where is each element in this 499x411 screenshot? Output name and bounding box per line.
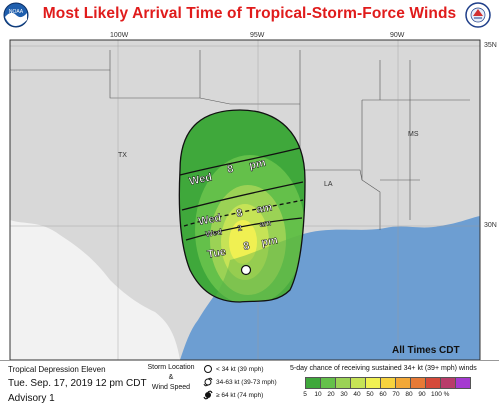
state-label-la: LA <box>324 181 333 188</box>
probability-scale-label: 70 <box>392 391 400 398</box>
legend-item-label: ≥ 64 kt (74 mph) <box>216 391 264 399</box>
cone-outline <box>178 109 306 303</box>
arrival-label-wed-8am-day: Wed <box>197 212 222 228</box>
legend-heading-line2: & <box>168 374 174 381</box>
probability-scale-label: 5 <box>303 391 307 398</box>
arrival-label-wed-8am-ampm: am <box>255 201 273 216</box>
legend-item: 34-63 kt (39-73 mph) <box>203 377 293 387</box>
probability-scale <box>305 377 471 389</box>
svg-text:NOAA: NOAA <box>9 9 24 15</box>
state-label-ms: MS <box>408 131 419 138</box>
longitude-label-90w: 90W <box>390 32 405 39</box>
probability-scale-label: 10 <box>314 391 322 398</box>
arrival-label-wed-8pm-ampm: pm <box>248 157 267 172</box>
arrival-label-wed-8pm-day: Wed <box>188 171 213 188</box>
probability-swatch <box>350 377 366 389</box>
probability-cone <box>179 110 305 302</box>
arrival-label-tue-8pm-ampm: pm <box>260 234 279 249</box>
tropical-storm-icon <box>203 377 213 387</box>
arrival-line-wed-8am <box>181 181 304 211</box>
probability-scale-label: 20 <box>327 391 335 398</box>
probability-scale-label: 100 % <box>431 391 450 398</box>
probability-swatch <box>335 377 351 389</box>
probability-swatch <box>425 377 441 389</box>
legend-heading: Storm Location & Wind Speed <box>140 363 202 393</box>
legend-heading-line3: Wind Speed <box>151 384 191 391</box>
forecast-map: TX LA MS Wed 8 pm Wed 8 am Wed 2 am Tue … <box>9 39 481 360</box>
probability-swatch <box>440 377 456 389</box>
arrival-label-tue-8pm-hour: 8 <box>242 240 250 253</box>
arrival-label-wed-2am-ampm: am <box>259 218 272 229</box>
legend-items: < 34 kt (39 mph) 34-63 kt (39-73 mph) ≥ … <box>203 364 293 403</box>
noaa-logo-icon: NOAA <box>3 2 29 28</box>
storm-name: Tropical Depression Eleven <box>8 365 106 374</box>
latitude-label-30n: 30N <box>484 222 497 229</box>
arrival-label-wed-2am-hour: 2 <box>237 223 243 233</box>
open-circle-icon <box>204 365 212 373</box>
probability-swatch <box>395 377 411 389</box>
probability-swatch <box>365 377 381 389</box>
probability-scale-label: 90 <box>418 391 426 398</box>
storm-location-icon <box>240 264 252 276</box>
arrival-label-wed-8pm-hour: 8 <box>226 163 234 176</box>
arrival-line-wed-2am <box>183 199 304 227</box>
longitude-label-95w: 95W <box>250 32 265 39</box>
latitude-label-35n: 35N <box>484 42 497 49</box>
arrival-label-wed-2am-day: Wed <box>205 227 223 239</box>
state-label-tx: TX <box>118 152 127 159</box>
probability-swatch <box>455 377 471 389</box>
issued-time: Tue. Sep. 17, 2019 12 pm CDT <box>8 378 147 389</box>
page-title: Most Likely Arrival Time of Tropical-Sto… <box>42 5 457 22</box>
probability-swatch <box>380 377 396 389</box>
arrival-line-wed-8pm <box>179 147 301 176</box>
all-times-note: All Times CDT <box>392 345 460 356</box>
header: NOAA Most Likely Arrival Time of Tropica… <box>0 0 499 30</box>
legend-item: < 34 kt (39 mph) <box>203 364 293 374</box>
arrival-line-tue-8pm <box>185 217 303 241</box>
probability-title: 5-day chance of receiving sustained 34+ … <box>290 365 477 372</box>
probability-scale-label: 60 <box>379 391 387 398</box>
arrival-label-tue-8pm-day: Tue <box>206 246 227 261</box>
mexico-region <box>10 220 180 360</box>
probability-scale-label: 80 <box>405 391 413 398</box>
legend-item: ≥ 64 kt (74 mph) <box>203 390 293 400</box>
legend-heading-line1: Storm Location <box>147 364 195 371</box>
probability-swatch <box>320 377 336 389</box>
advisory-number: Advisory 1 <box>8 393 55 404</box>
footer-panel: Tropical Depression Eleven Tue. Sep. 17,… <box>0 360 499 411</box>
hurricane-icon <box>203 390 213 400</box>
longitude-label-100w: 100W <box>110 32 129 39</box>
arrival-label-wed-8am-hour: 8 <box>235 207 243 220</box>
probability-scale-label: 30 <box>340 391 348 398</box>
nws-logo-icon <box>465 2 491 28</box>
probability-swatch <box>410 377 426 389</box>
legend-item-label: 34-63 kt (39-73 mph) <box>216 378 277 386</box>
probability-scale-label: 40 <box>353 391 361 398</box>
probability-swatch <box>305 377 321 389</box>
probability-scale-label: 50 <box>366 391 374 398</box>
legend-item-label: < 34 kt (39 mph) <box>216 365 264 373</box>
